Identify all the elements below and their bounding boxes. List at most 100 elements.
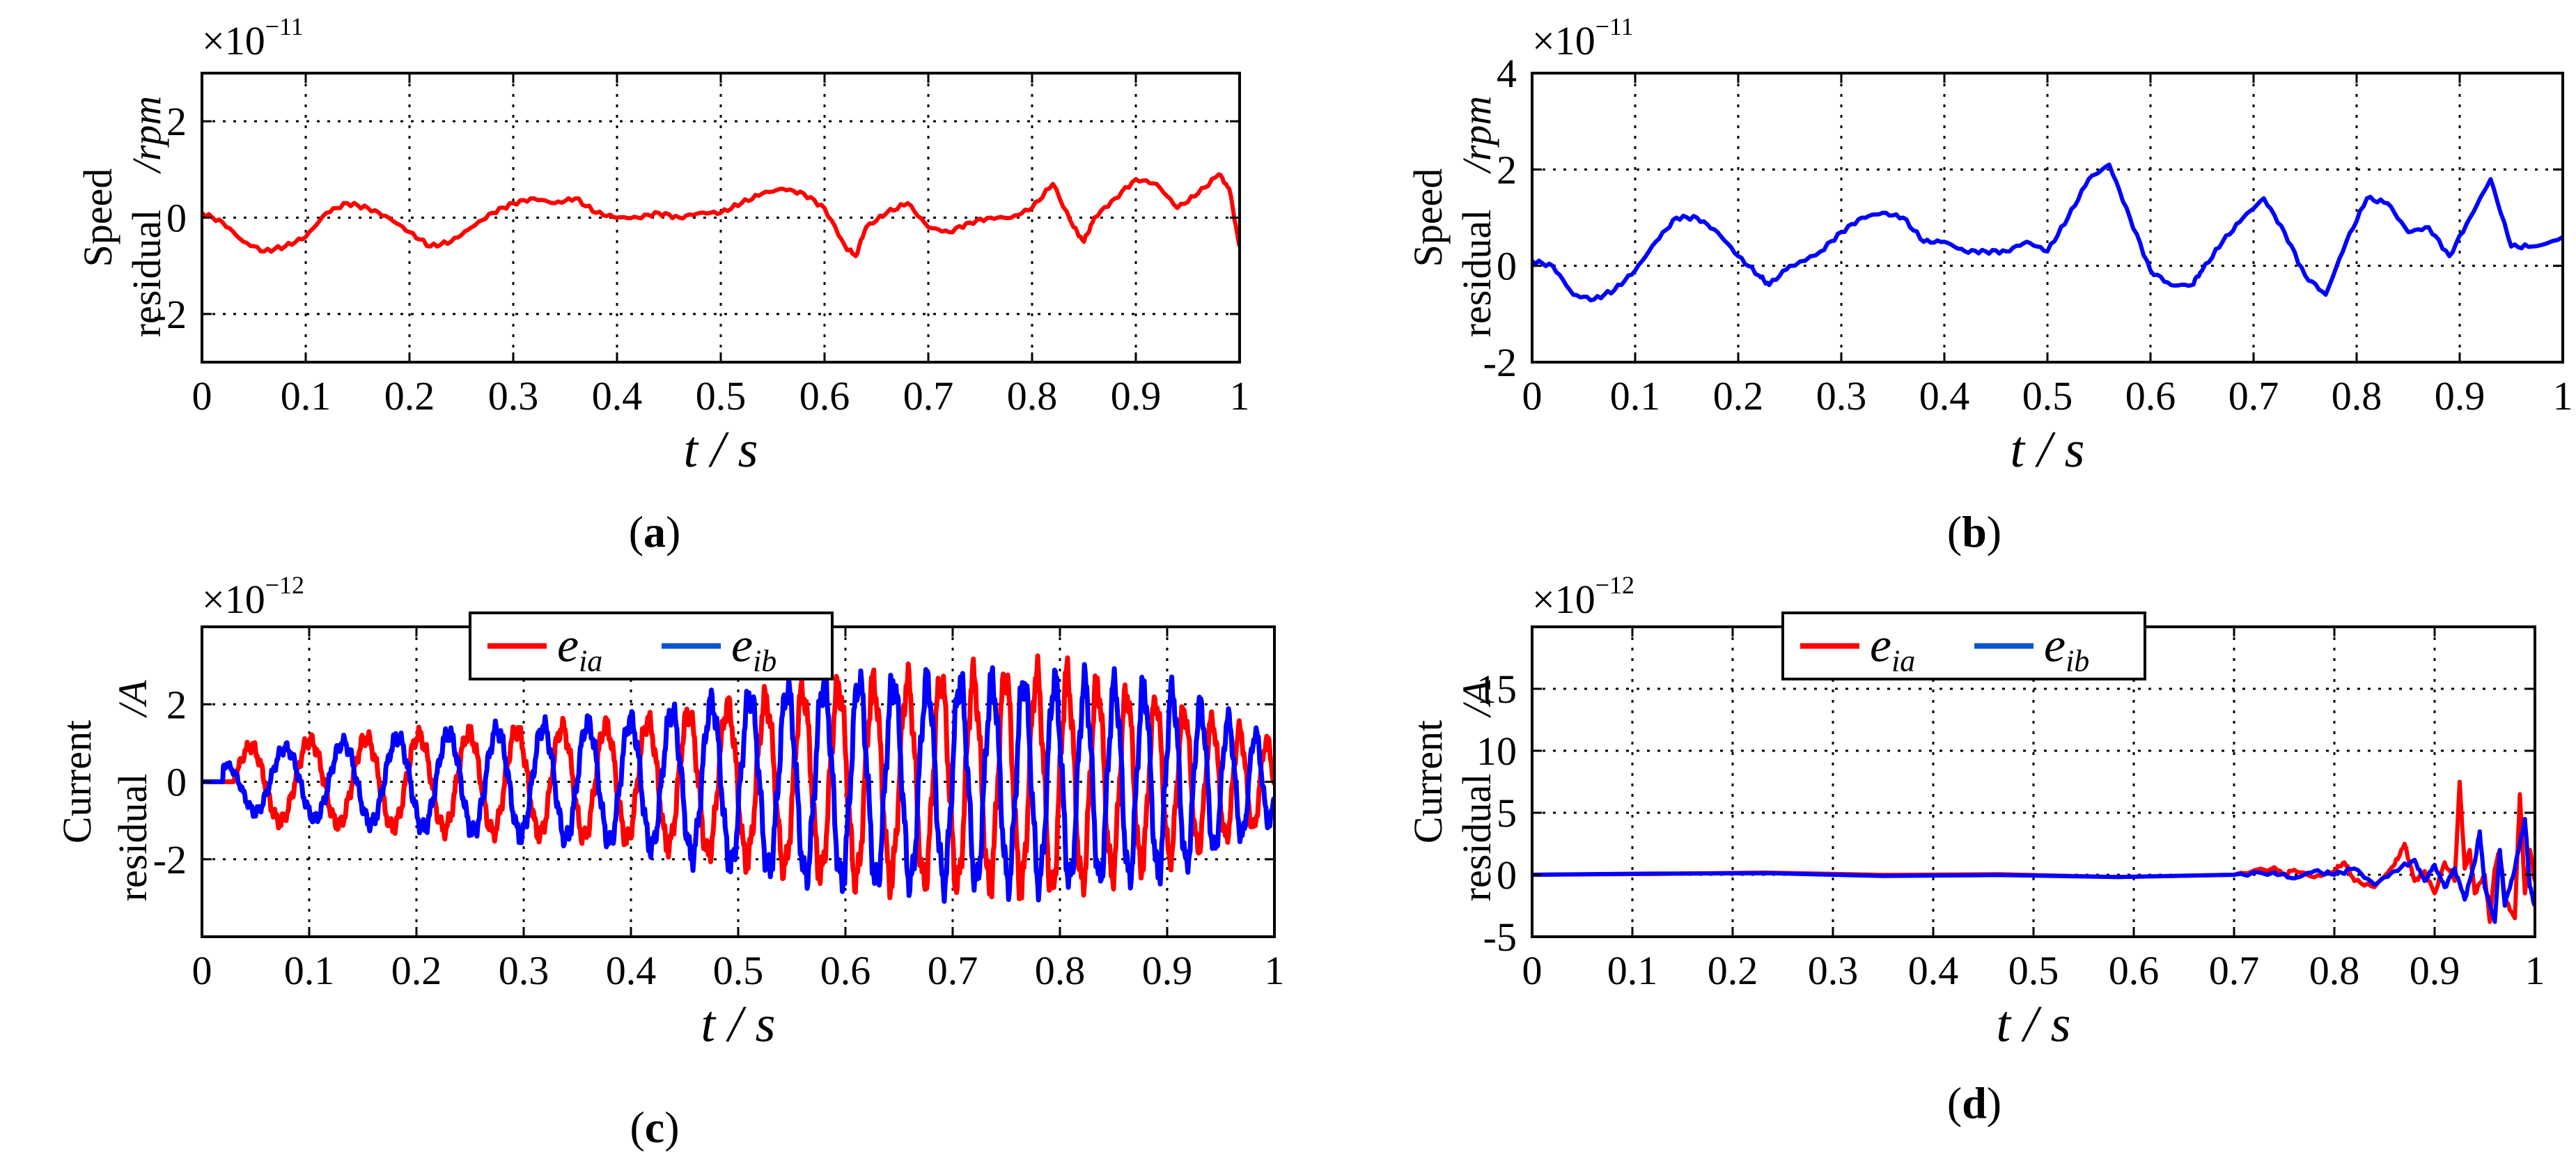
panel-label: (c) xyxy=(630,1102,679,1152)
x-axis-label: t / s xyxy=(684,421,758,478)
x-tick-label: 1 xyxy=(1230,373,1250,419)
axis-exponent: ×10−11 xyxy=(1532,13,1634,63)
x-tick-label: 0.9 xyxy=(1142,948,1193,993)
legend-label-main: e xyxy=(731,619,753,673)
x-tick-label: 0 xyxy=(1522,948,1543,993)
y-axis-label-line1: Current xyxy=(1405,720,1451,843)
x-tick-label: 0.6 xyxy=(799,373,850,419)
exponent-power: −11 xyxy=(1595,13,1634,40)
y-axis-label-line2: residual xyxy=(1454,210,1499,338)
x-tick-label: 0.3 xyxy=(488,373,539,419)
y-tick-label: 2 xyxy=(166,682,187,727)
y-axis-label-line2: residual xyxy=(124,210,169,338)
legend-label-main: e xyxy=(2044,619,2066,673)
exponent-base: ×10 xyxy=(202,577,265,622)
x-tick-label: 0.2 xyxy=(384,373,435,419)
axis-exponent: ×10−12 xyxy=(1532,571,1634,622)
chart-panel-d: 0 0.1 0.2 0.3 0.4 0.5 0.6 0.7 0.8 0.9 1151050-5×10… xyxy=(1405,571,2545,1128)
exponent-power: −12 xyxy=(1595,571,1634,599)
legend-label-ia: eia xyxy=(1870,619,1915,678)
series-line-e_ib xyxy=(1532,816,2535,924)
x-tick-label: 1 xyxy=(1265,948,1285,993)
x-tick-label: 0.3 xyxy=(499,948,549,993)
x-tick-label: 0.8 xyxy=(1035,948,1086,993)
series-line-e_ib xyxy=(202,662,1274,904)
panel-paren: ( xyxy=(630,1102,644,1152)
chart-panel-c: 0 0.1 0.2 0.3 0.4 0.5 0.6 0.7 0.8 0.9 1 2 0 -2 ×10−12 t… xyxy=(54,571,1285,1152)
x-tick-label: 0.7 xyxy=(928,948,978,993)
exponent-power: −11 xyxy=(265,13,304,40)
legend-label-ia: eia xyxy=(557,619,602,678)
panel-letter: d xyxy=(1962,1078,1987,1128)
y-tick-label: 5 xyxy=(1497,790,1517,836)
legend-label-ib: eib xyxy=(2044,619,2089,678)
panel-paren: ) xyxy=(664,1102,679,1152)
y-tick-label: -2 xyxy=(1483,340,1517,385)
panel-letter: a xyxy=(643,507,666,556)
x-axis-label: t / s xyxy=(2011,421,2085,478)
x-tick-label: 0.5 xyxy=(713,948,764,993)
x-tick-label: 0.6 xyxy=(2109,948,2160,993)
x-tick-label: 0.8 xyxy=(2332,373,2382,419)
legend-label-main: e xyxy=(1870,619,1891,673)
legend-label-sub: ib xyxy=(2066,644,2089,678)
legend-label-ib: eib xyxy=(731,619,776,678)
y-axis-label-line1: Speed xyxy=(1405,169,1451,267)
x-tick-label: 0.9 xyxy=(2435,373,2485,419)
chart-panel-a: 0 0.1 0.2 0.3 0.4 0.5 0.6 0.7 0.8 0.9 120-2×10−11t… xyxy=(75,13,1250,556)
panel-label: (d) xyxy=(1947,1078,2001,1128)
axis-exponent: ×10−11 xyxy=(202,13,304,63)
exponent-base: ×10 xyxy=(1532,577,1595,622)
x-tick-label: 0.1 xyxy=(1607,948,1658,993)
y-axis-label-line2: residual xyxy=(110,774,155,902)
x-tick-label: 0 xyxy=(1522,373,1543,419)
y-tick-label: 0 xyxy=(166,196,187,241)
series-line-s0 xyxy=(202,172,1240,258)
x-tick-label: 0.7 xyxy=(903,373,954,419)
panel-paren: ( xyxy=(629,507,643,556)
y-tick-label: -5 xyxy=(1483,914,1517,960)
x-tick-label: 0.3 xyxy=(1816,373,1867,419)
y-tick-label: 4 xyxy=(1497,51,1517,96)
panel-letter: b xyxy=(1962,507,1987,556)
x-tick-label: 0.7 xyxy=(2209,948,2260,993)
y-tick-label: -2 xyxy=(153,292,187,337)
x-tick-label: 0.8 xyxy=(2309,948,2360,993)
y-tick-label: 2 xyxy=(166,99,187,144)
x-tick-label: 0.2 xyxy=(1713,373,1764,419)
y-axis-label-line1: Current xyxy=(54,720,100,843)
y-tick-label: 2 xyxy=(1497,147,1517,192)
y-tick-label: -2 xyxy=(153,837,187,882)
y-axis-label-line2: residual xyxy=(1454,774,1499,902)
y-tick-label: 0 xyxy=(1497,852,1517,898)
x-tick-label: 0.1 xyxy=(1610,373,1661,419)
exponent-power: −12 xyxy=(265,571,304,599)
panel-label: (b) xyxy=(1947,507,2001,556)
exponent-base: ×10 xyxy=(1532,18,1595,63)
x-tick-label: 0.5 xyxy=(696,373,747,419)
x-tick-label: 1 xyxy=(2553,373,2573,419)
x-tick-label: 0 xyxy=(192,373,212,419)
y-tick-label: 15 xyxy=(1476,667,1517,712)
x-tick-label: 0.6 xyxy=(2125,373,2176,419)
y-axis-label-unit: /rpm xyxy=(124,96,169,175)
x-tick-label: 0.1 xyxy=(284,948,335,993)
legend-label-main: e xyxy=(557,619,579,673)
x-tick-label: 0.1 xyxy=(281,373,331,419)
y-tick-label: 10 xyxy=(1476,728,1517,774)
panel-paren: ) xyxy=(1987,1078,2001,1128)
y-tick-label: 0 xyxy=(166,760,187,805)
axis-exponent: ×10−12 xyxy=(202,571,304,622)
chart-panel-b: 0 0.1 0.2 0.3 0.4 0.5 0.6 0.7 0.8 0.9 1420-2×10−11… xyxy=(1405,13,2573,556)
exponent-base: ×10 xyxy=(202,18,265,63)
panel-label: (a) xyxy=(629,507,681,556)
x-tick-label: 0.4 xyxy=(1908,948,1959,993)
y-axis-label-unit: /A xyxy=(1454,680,1499,718)
legend-label-sub: ia xyxy=(1891,644,1915,678)
y-axis-label-unit: /A xyxy=(110,680,155,718)
panel-paren: ( xyxy=(1947,507,1962,556)
x-tick-label: 0.5 xyxy=(2008,948,2059,993)
panel-letter: c xyxy=(645,1102,664,1152)
x-axis-label: t / s xyxy=(701,996,776,1053)
x-tick-label: 0.9 xyxy=(2410,948,2460,993)
